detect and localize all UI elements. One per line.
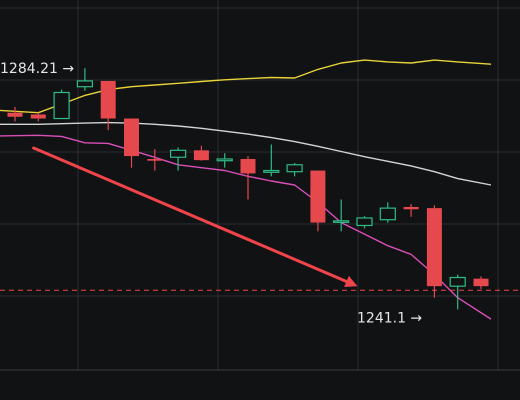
candle-body [449, 276, 466, 287]
candle [193, 145, 209, 161]
price-label-layer: 1284.21 → 1241.1 → [0, 61, 422, 326]
grid-layer [0, 0, 520, 371]
candle-body [310, 170, 326, 223]
candle [286, 163, 303, 177]
candle-body [216, 158, 233, 162]
candle-body [100, 80, 116, 119]
candle [53, 89, 70, 120]
candle [170, 147, 187, 171]
candle [124, 118, 139, 168]
candle [403, 204, 419, 217]
candle-body [124, 118, 139, 157]
candle-body [286, 164, 303, 173]
candle-body [379, 207, 396, 221]
low-price-label: 1241.1 → [357, 310, 422, 326]
candle [473, 276, 489, 290]
trend-arrow-head [344, 275, 358, 287]
trend-arrow-layer [32, 146, 358, 287]
high-price-label: 1284.21 → [0, 61, 74, 77]
candle [310, 170, 326, 232]
bollinger-band-layer [0, 59, 492, 320]
candle [240, 156, 256, 200]
candle [216, 153, 233, 168]
candle-layer [7, 68, 489, 310]
candle [426, 205, 442, 298]
candle-body [193, 150, 209, 161]
candle [356, 216, 373, 229]
candle-body [263, 169, 280, 173]
candle-body [356, 217, 373, 227]
bollinger-upper-line [0, 59, 492, 114]
candle-body [53, 91, 70, 120]
candle-body [240, 158, 256, 174]
candle-body [147, 158, 163, 161]
candle [30, 112, 46, 122]
candle-body [76, 80, 94, 88]
candle-body [7, 112, 23, 117]
candle-body [333, 220, 350, 223]
candle [7, 106, 23, 122]
candle-body [403, 206, 419, 210]
candle-body [30, 114, 46, 119]
candle [263, 144, 280, 177]
candle-body [426, 208, 442, 287]
bollinger-middle-line [0, 121, 492, 186]
candle-body [170, 149, 187, 158]
candle [379, 202, 396, 223]
candle [76, 68, 94, 91]
candle [100, 80, 116, 131]
candle [449, 274, 466, 310]
candle [147, 149, 163, 171]
candle [333, 199, 350, 232]
candle-body [473, 278, 489, 287]
trend-arrow-shaft [32, 146, 348, 283]
